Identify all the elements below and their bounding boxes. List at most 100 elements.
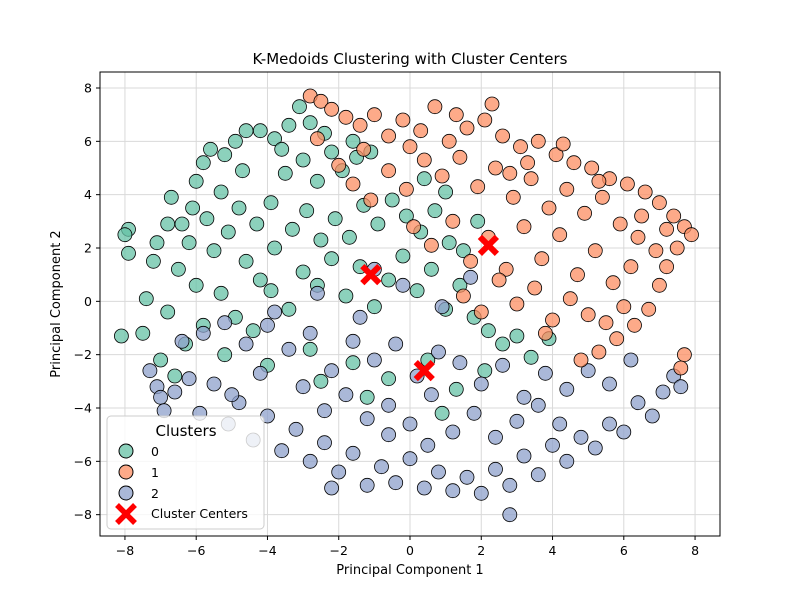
- legend-label-2: 2: [151, 486, 159, 501]
- data-point-cluster-0: [324, 144, 340, 160]
- y-tick-label: −2: [74, 347, 92, 362]
- data-point-cluster-2: [295, 379, 311, 395]
- data-point-cluster-1: [491, 272, 507, 288]
- data-point-cluster-2: [655, 384, 671, 400]
- data-point-cluster-2: [452, 355, 468, 371]
- data-point-cluster-2: [580, 363, 596, 379]
- data-point-cluster-2: [217, 315, 233, 331]
- data-point-cluster-1: [427, 99, 443, 115]
- data-point-cluster-2: [274, 443, 290, 459]
- data-point-cluster-0: [217, 347, 233, 363]
- x-axis-title: Principal Component 1: [336, 563, 483, 578]
- data-point-cluster-0: [195, 155, 211, 171]
- data-point-cluster-2: [252, 365, 268, 381]
- data-point-cluster-1: [398, 181, 414, 197]
- y-tick-label: 2: [84, 241, 92, 256]
- data-point-cluster-2: [395, 277, 411, 293]
- data-point-cluster-2: [488, 461, 503, 477]
- data-point-cluster-0: [345, 133, 361, 149]
- data-point-cluster-1: [630, 229, 646, 245]
- data-point-cluster-0: [324, 251, 340, 267]
- data-point-cluster-1: [381, 128, 397, 144]
- data-point-cluster-0: [509, 328, 525, 344]
- data-point-cluster-2: [416, 480, 432, 496]
- data-point-cluster-2: [463, 269, 479, 285]
- data-point-cluster-2: [559, 453, 575, 469]
- data-point-cluster-2: [602, 376, 617, 392]
- data-point-cluster-0: [381, 371, 397, 387]
- data-point-cluster-1: [473, 304, 489, 320]
- data-point-cluster-2: [423, 387, 439, 403]
- data-point-cluster-0: [427, 203, 443, 219]
- data-point-cluster-0: [213, 285, 229, 301]
- data-point-cluster-2: [345, 445, 361, 461]
- data-point-cluster-2: [420, 437, 436, 453]
- data-point-cluster-1: [459, 120, 475, 136]
- data-point-cluster-0: [160, 216, 176, 232]
- y-axis-title: Principal Component 2: [49, 230, 64, 377]
- data-point-cluster-1: [470, 179, 486, 195]
- data-point-cluster-2: [402, 451, 418, 467]
- data-point-cluster-2: [388, 336, 404, 352]
- data-point-cluster-2: [260, 317, 275, 333]
- data-point-cluster-2: [516, 389, 532, 405]
- data-point-cluster-2: [302, 325, 318, 341]
- data-point-cluster-1: [648, 243, 664, 259]
- data-point-cluster-0: [338, 288, 354, 304]
- data-point-cluster-1: [652, 277, 667, 293]
- data-point-cluster-2: [281, 341, 297, 357]
- data-point-cluster-0: [185, 200, 201, 216]
- data-point-cluster-1: [541, 200, 557, 216]
- data-point-cluster-0: [114, 328, 129, 344]
- data-point-cluster-1: [505, 189, 521, 205]
- data-point-cluster-0: [170, 261, 186, 277]
- cluster-center-marker: [360, 264, 382, 286]
- data-point-cluster-0: [252, 272, 268, 288]
- data-point-cluster-2: [530, 467, 546, 483]
- data-point-cluster-2: [195, 325, 211, 341]
- data-point-cluster-1: [452, 149, 468, 165]
- data-point-cluster-0: [135, 325, 151, 341]
- legend: Clusters 0 1 2 Cluster Centers: [106, 415, 265, 530]
- data-point-cluster-0: [395, 248, 411, 264]
- data-point-cluster-1: [513, 139, 528, 155]
- data-point-cluster-1: [495, 128, 511, 144]
- data-point-cluster-1: [598, 315, 614, 331]
- data-point-cluster-1: [612, 216, 628, 232]
- data-point-cluster-2: [445, 483, 461, 499]
- data-point-cluster-1: [538, 325, 553, 341]
- data-point-cluster-2: [288, 421, 304, 437]
- data-point-cluster-1: [498, 261, 514, 277]
- data-point-cluster-0: [455, 243, 471, 259]
- plot-area: [99, 71, 721, 537]
- data-point-cluster-0: [292, 99, 307, 115]
- data-point-cluster-2: [502, 477, 518, 493]
- x-tick-label: 0: [406, 543, 414, 558]
- data-point-cluster-1: [659, 221, 674, 237]
- data-point-cluster-2: [434, 299, 450, 315]
- data-point-cluster-2: [309, 285, 325, 301]
- data-point-cluster-0: [267, 240, 283, 256]
- data-point-cluster-0: [441, 235, 457, 251]
- data-point-cluster-1: [395, 112, 411, 128]
- data-point-cluster-2: [402, 416, 418, 432]
- data-point-cluster-2: [445, 424, 461, 440]
- y-axis-ticks: −8 −6 −4 −2 0 2 4 6 8: [74, 81, 100, 522]
- data-point-cluster-2: [630, 395, 646, 411]
- data-point-cluster-2: [623, 352, 639, 368]
- data-point-cluster-0: [220, 224, 236, 240]
- data-point-cluster-1: [552, 227, 568, 243]
- data-point-cluster-2: [559, 381, 575, 397]
- data-point-cluster-1: [402, 139, 418, 155]
- data-point-cluster-2: [587, 440, 603, 456]
- data-point-cluster-2: [224, 387, 240, 403]
- data-point-cluster-1: [448, 107, 464, 123]
- data-point-cluster-0: [295, 264, 311, 280]
- data-point-cluster-0: [145, 253, 161, 269]
- legend-marker-2: [118, 485, 134, 501]
- data-point-cluster-2: [374, 459, 389, 475]
- data-point-cluster-1: [669, 240, 685, 256]
- data-point-cluster-0: [174, 216, 190, 232]
- data-point-cluster-2: [317, 403, 332, 419]
